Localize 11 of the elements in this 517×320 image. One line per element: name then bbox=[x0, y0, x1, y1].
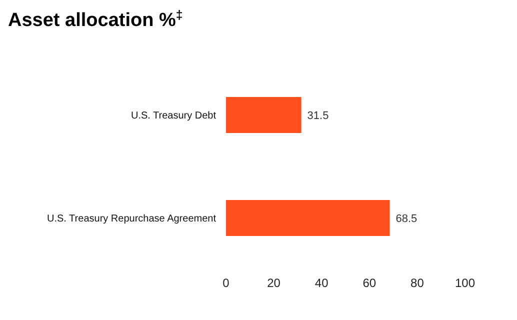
data-label: 68.5 bbox=[396, 212, 418, 225]
x-tick-label: 0 bbox=[222, 276, 230, 290]
chart-title: Asset allocation %$^{‡}$ bbox=[8, 8, 183, 31]
x-tick-label: 20 bbox=[267, 276, 281, 290]
x-tick-label: 80 bbox=[410, 276, 424, 290]
data-label: 31.5 bbox=[307, 110, 329, 122]
x-tick-label: 40 bbox=[314, 276, 329, 290]
y-tick-label: U.S. Treasury Debt bbox=[130, 110, 216, 122]
y-tick-label: U.S. Treasury Repurchase Agreement bbox=[47, 214, 216, 224]
x-tick-label: 60 bbox=[362, 276, 376, 290]
x-tick-label: 100 bbox=[454, 276, 476, 290]
